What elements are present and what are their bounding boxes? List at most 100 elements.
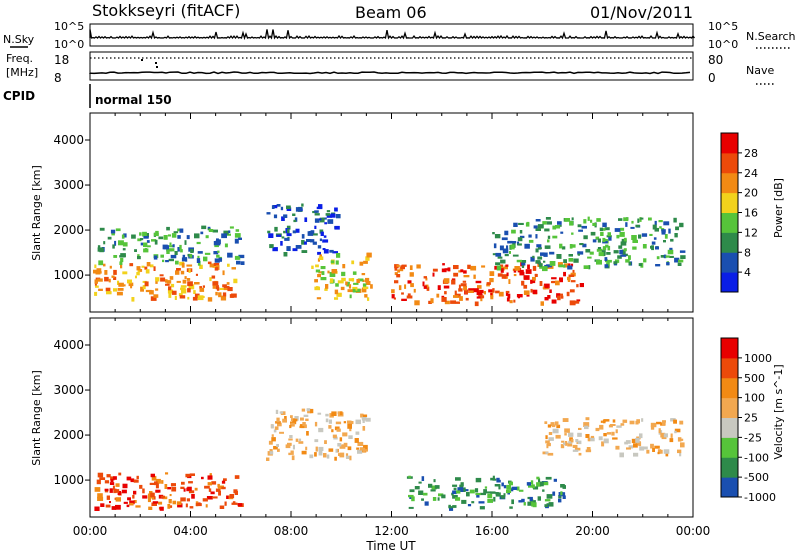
echo-cell [508,251,511,254]
echo-cell [95,285,99,288]
echo-cell [314,218,320,223]
echo-cell [642,446,648,450]
echo-cell [203,256,208,262]
echo-cell [276,234,282,237]
echo-cell [327,219,334,224]
echo-cell [134,249,137,252]
echo-cell [116,291,123,296]
echo-cell [142,231,147,237]
echo-cell [568,254,573,257]
echo-cell [560,293,563,296]
echo-cell [396,274,401,278]
echo-cell [486,283,490,287]
echo-cell [212,229,218,233]
echo-cell [317,274,321,278]
echo-cell [335,260,339,265]
echo-cell [118,282,124,287]
echo-cell [103,263,106,267]
echo-cell [496,477,500,481]
echo-cell [177,228,181,232]
echo-cell [568,258,574,262]
echo-cell [139,232,142,236]
colorbar-tick-label: 100 [744,392,765,405]
echo-cell [394,267,398,271]
echo-cell [655,264,661,267]
y-tick-label: 2000 [53,428,84,442]
echo-cell [467,504,472,507]
echo-cell [177,503,183,508]
echo-cell [433,479,436,483]
time-tick-labels: 00:00 04:00 08:00 12:00 16:00 20:00 00:00 [73,524,711,538]
echo-cell [525,269,532,274]
echo-cell [652,448,655,452]
nave-tick-top: 80 [708,53,723,67]
echo-cell [563,271,566,277]
echo-cell [155,230,159,235]
echo-cell [651,241,656,245]
echo-cell [441,297,447,302]
echo-cell [629,420,635,425]
echo-cell [618,245,623,249]
echo-cell [576,441,579,444]
echo-cell [217,250,220,253]
echo-cell [587,256,592,259]
echo-cell [584,244,587,247]
echo-cell [570,280,576,283]
echo-cell [307,231,314,236]
echo-cell [301,234,305,239]
echo-cell [362,416,367,421]
echo-cell [127,497,131,501]
echo-cell [355,431,360,435]
echo-cell [463,286,467,291]
echo-cell [452,505,457,508]
echo-cell [679,222,684,228]
echo-cell [537,224,544,229]
echo-cell [155,288,159,291]
echo-cell [614,228,621,232]
echo-cell [144,266,148,270]
echo-cell [158,236,164,240]
echo-cell [300,417,304,421]
echo-cell [670,238,674,242]
y-tick-label: 4000 [53,338,84,352]
echo-cell [115,483,120,487]
echo-cell [563,264,566,268]
echo-cell [661,230,666,235]
echo-cell [518,222,524,225]
echo-cell [544,504,549,507]
echo-cell [521,280,525,286]
echo-cell [292,230,297,234]
echo-cell [603,438,609,444]
echo-cell [535,260,541,264]
echo-cell [501,482,504,487]
echo-cell [196,258,201,263]
echo-cell [169,242,172,245]
echo-cell [191,494,195,499]
echo-cell [499,245,504,251]
echo-cell [475,492,481,496]
power-yticks: 1000 2000 3000 4000 [53,133,90,282]
echo-cell [592,222,596,226]
echo-cell [324,288,328,291]
echo-cell [543,252,548,257]
echo-cell [474,488,479,493]
power-echoes [93,203,686,307]
echo-cell [223,478,227,481]
echo-cell [513,269,517,273]
echo-cell [561,440,565,443]
echo-cell [453,487,457,491]
echo-cell [171,290,177,295]
time-tick: 20:00 [575,524,610,538]
echo-cell [624,441,628,445]
echo-cell [201,476,204,480]
echo-cell [574,447,581,451]
echo-cell [288,438,293,441]
echo-cell [489,271,495,276]
echo-cell [518,500,523,503]
echo-cell [155,281,158,284]
echo-cell [330,260,335,264]
echo-cell [305,418,309,421]
echo-cell [532,278,536,284]
echo-cell [106,291,112,295]
echo-cell [528,234,532,238]
